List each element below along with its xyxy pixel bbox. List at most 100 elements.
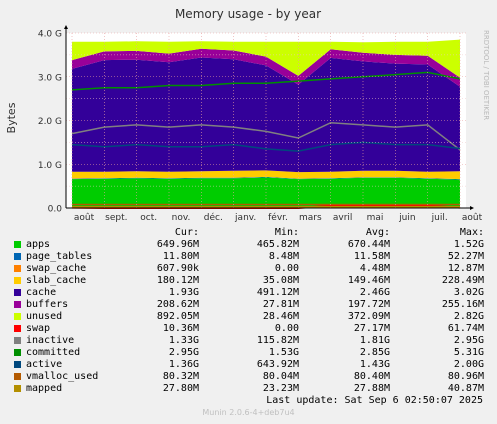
legend-cur: 892.05M — [156, 311, 199, 322]
area-unused — [72, 39, 460, 78]
x-tick-label: févr. — [268, 212, 288, 223]
legend-name: unused — [26, 311, 63, 322]
legend-cur: 1.36G — [168, 359, 199, 370]
legend-max: 1.52G — [453, 239, 484, 250]
legend-max: 255.16M — [441, 299, 484, 310]
legend-name: swap — [26, 323, 51, 334]
legend-min: 80.04M — [262, 371, 299, 382]
x-tick-label: nov. — [172, 213, 191, 223]
legend-avg: 27.88M — [353, 383, 390, 394]
legend-swatch — [14, 385, 21, 392]
legend-max: 40.87M — [447, 383, 484, 394]
y-tick-label: 3.0 G — [38, 73, 62, 83]
legend-cur: 649.96M — [156, 239, 199, 250]
y-axis-arrow — [64, 25, 68, 29]
legend-swatch — [14, 313, 21, 320]
legend-cur: 80.32M — [162, 371, 199, 382]
legend-row-slab-cache: slab_cache 180.12M 35.08M 149.46M 228.49M — [14, 275, 488, 287]
legend-swatch — [14, 325, 21, 332]
grid — [66, 32, 466, 209]
legend-row-buffers: buffers 208.62M 27.81M 197.72M 255.16M — [14, 299, 488, 311]
legend-name: apps — [26, 239, 51, 250]
legend-name: cache — [26, 287, 57, 298]
legend-name: slab_cache — [26, 275, 87, 286]
legend-name: inactive — [26, 335, 75, 346]
legend-swatch — [14, 301, 21, 308]
legend-name: active — [26, 359, 63, 370]
y-tick-label: 0.0 — [48, 205, 63, 215]
legend-avg: 1.81G — [359, 335, 390, 346]
x-tick-label: avril — [333, 213, 353, 223]
legend-swatch — [14, 277, 21, 284]
legend-row-committed: committed 2.95G 1.53G 2.85G 5.31G — [14, 347, 488, 359]
legend-cur: 11.80M — [162, 251, 199, 262]
legend-min: 643.92M — [256, 359, 299, 370]
chart-title: Memory usage - by year — [175, 7, 321, 21]
legend-row-inactive: inactive 1.33G 115.82M 1.81G 2.95G — [14, 335, 488, 347]
chart-svg: 0.0 1.0 G 2.0 G 3.0 G 4.0 G août sept. oct. nov.… — [5, 7, 490, 223]
legend-avg: 372.09M — [347, 311, 390, 322]
legend-name: buffers — [26, 299, 69, 310]
col-min: Min: — [274, 227, 299, 238]
legend-max: 228.49M — [441, 275, 484, 286]
x-tick-label: juin — [398, 213, 415, 223]
legend-max: 52.27M — [447, 251, 484, 262]
x-tick-label: sept. — [105, 213, 127, 223]
legend-swatch — [14, 289, 21, 296]
legend-min: 28.46M — [262, 311, 299, 322]
legend-header: Cur: Min: Avg: Max: — [14, 227, 488, 239]
col-max: Max: — [459, 227, 484, 238]
legend-row-unused: unused 892.05M 28.46M 372.09M 2.82G — [14, 311, 488, 323]
legend-min: 27.81M — [262, 299, 299, 310]
y-tick-label: 1.0 G — [38, 161, 62, 171]
x-tick-label: août — [74, 213, 95, 223]
legend-name: mapped — [26, 383, 63, 394]
x-axis-arrow — [470, 206, 474, 210]
legend-swatch — [14, 241, 21, 248]
legend-row-swap-cache: swap_cache 607.90k 0.00 4.48M 12.87M — [14, 263, 488, 275]
legend-cur: 607.90k — [156, 263, 199, 274]
x-tick-label: oct. — [140, 213, 157, 223]
line-inactive — [71, 121, 461, 151]
legend-cur: 208.62M — [156, 299, 199, 310]
legend-row-vmalloc-used: vmalloc_used 80.32M 80.04M 80.40M 80.96M — [14, 371, 488, 383]
y-tick-label: 4.0 G — [38, 30, 62, 40]
legend-max: 5.31G — [453, 347, 484, 358]
legend-avg: 2.85G — [359, 347, 390, 358]
legend-max: 61.74M — [447, 323, 484, 334]
col-cur: Cur: — [174, 227, 199, 238]
legend-avg: 80.40M — [353, 371, 390, 382]
legend-max: 3.02G — [453, 287, 484, 298]
legend-min: 35.08M — [262, 275, 299, 286]
legend-name: swap_cache — [26, 263, 87, 274]
legend-max: 80.96M — [447, 371, 484, 382]
x-tick-label: juil. — [431, 213, 448, 223]
x-tick-label: mars — [299, 213, 322, 223]
legend-row-mapped: mapped 27.80M 23.23M 27.88M 40.87M — [14, 383, 488, 395]
legend-max: 2.95G — [453, 335, 484, 346]
legend-swatch — [14, 349, 21, 356]
legend-min: 465.82M — [256, 239, 299, 250]
legend-avg: 27.17M — [353, 323, 390, 334]
rrdtool-side-label: RRDTOOL / TOBI OETIKER — [482, 30, 490, 120]
last-update: Last update: Sat Sep 6 02:50:07 2025 — [266, 395, 483, 406]
legend-swatch — [14, 361, 21, 368]
legend-avg: 197.72M — [347, 299, 390, 310]
legend-row-swap: swap 10.36M 0.00 27.17M 61.74M — [14, 323, 488, 335]
axes: 0.0 1.0 G 2.0 G 3.0 G 4.0 G août sept. oct. nov.… — [38, 25, 483, 223]
col-avg: Avg: — [365, 227, 390, 238]
munin-version: Munin 2.0.6-4+deb7u4 — [202, 408, 295, 417]
legend-name: page_tables — [26, 251, 93, 262]
y-tick-label: 2.0 G — [38, 117, 62, 127]
legend-min: 1.53G — [268, 347, 299, 358]
legend-cur: 10.36M — [162, 323, 199, 334]
x-tick-label: mai — [367, 213, 384, 223]
legend-avg: 11.58M — [353, 251, 390, 262]
area-buffers — [72, 48, 460, 87]
legend-min: 8.48M — [268, 251, 299, 262]
legend-avg: 670.44M — [347, 239, 390, 250]
legend-swatch — [14, 253, 21, 260]
legend-cur: 1.93G — [168, 287, 199, 298]
legend-min: 0.00 — [274, 323, 299, 334]
legend-min: 0.00 — [274, 263, 299, 274]
